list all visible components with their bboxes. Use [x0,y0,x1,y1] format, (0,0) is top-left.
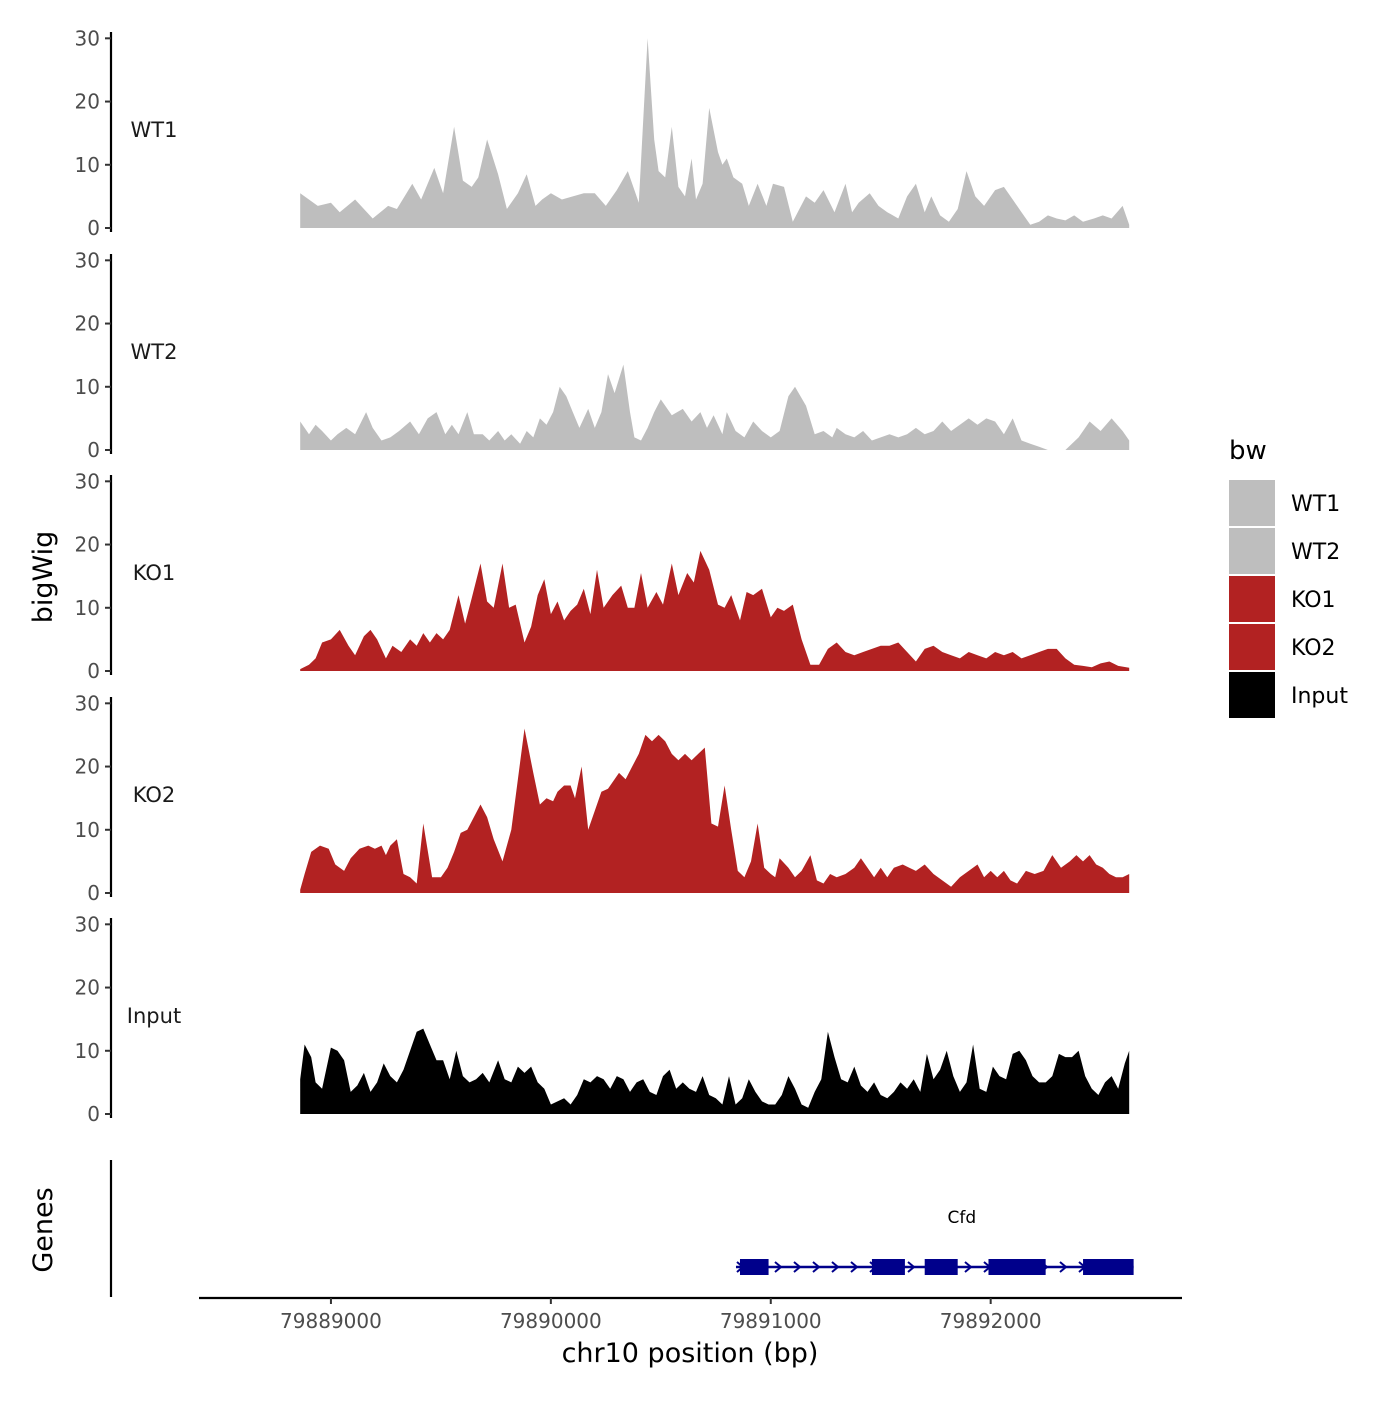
track-input: 0 10 20 30 Input [75,912,1130,1126]
track-label: KO2 [133,783,176,807]
y-tick-label: 30 [75,26,100,50]
genes-axis-title: Genes [28,1187,59,1272]
y-tick-label: 30 [75,912,100,936]
track-wt1: 0 10 20 30 WT1 [75,26,1130,240]
y-tick-label: 20 [75,976,100,1000]
y-tick-label: 20 [75,312,100,336]
legend-label: WT2 [1291,540,1340,565]
signal-area-input [300,1028,1130,1114]
strand-chevron [1059,1261,1068,1273]
y-tick-label: 10 [75,596,100,620]
strand-chevron [907,1261,916,1273]
y-tick-label: 20 [75,533,100,557]
y-tick-label: 0 [87,1102,100,1126]
y-tick-label: 0 [87,881,100,905]
legend-swatch [1229,528,1275,574]
tracks-layer: 0 10 20 30 WT1 0 10 20 30 WT2 0 10 20 30 KO1 0 10 20 30 KO2… [75,26,1130,1126]
legend-item-ko1: KO1 [1229,576,1336,622]
legend-label: WT1 [1291,492,1340,517]
strand-chevron [812,1261,821,1273]
y-tick-label: 30 [75,691,100,715]
legend-item-wt1: WT1 [1229,480,1340,526]
strand-chevron [774,1261,783,1273]
track-label: KO1 [133,561,176,585]
exon [988,1259,1046,1275]
track-ko1: 0 10 20 30 KO1 [75,469,1130,683]
legend-items: WT1 WT2 KO1 KO2 Input [1229,480,1348,718]
gene-name-label: Cfd [947,1208,976,1228]
signal-area-ko1 [300,550,1130,671]
signal-area-ko2 [300,728,1130,893]
legend-label: KO1 [1291,588,1336,613]
y-tick-label: 10 [75,153,100,177]
y-tick-label: 30 [75,248,100,272]
x-axis-title: chr10 position (bp) [562,1338,819,1369]
legend-swatch [1229,480,1275,526]
x-tick-label: 79890000 [500,1309,602,1333]
legend-swatch [1229,576,1275,622]
exon [739,1259,769,1275]
signal-area-wt1 [300,38,1130,228]
y-tick-label: 10 [75,1039,100,1063]
strand-chevron [793,1261,802,1273]
gene-cfd: Cfd [735,1208,1134,1275]
y-axis-title: bigWig [28,531,59,624]
y-tick-label: 20 [75,755,100,779]
x-tick-label: 79891000 [720,1309,822,1333]
legend-item-wt2: WT2 [1229,528,1340,574]
exon [871,1259,905,1275]
legend: bw WT1 WT2 KO1 KO2 Input [1229,436,1348,718]
strand-chevron [964,1261,973,1273]
legend-title: bw [1229,436,1267,466]
genes-layer: Cfd [109,1160,1134,1297]
legend-swatch [1229,624,1275,670]
x-tick-label: 79892000 [940,1309,1042,1333]
exon [1083,1259,1134,1275]
signal-area-wt2 [300,364,1130,450]
strand-chevron [850,1261,859,1273]
x-axis: 79889000 79890000 79891000 79892000 [199,1296,1182,1333]
legend-item-ko2: KO2 [1229,624,1336,670]
y-tick-label: 10 [75,375,100,399]
track-label: WT1 [131,118,178,142]
legend-label: Input [1291,684,1348,709]
track-wt2: 0 10 20 30 WT2 [75,248,1130,462]
legend-label: KO2 [1291,636,1336,661]
y-tick-label: 0 [87,216,100,240]
track-label: WT2 [131,340,178,364]
exon [924,1259,958,1275]
y-tick-label: 0 [87,438,100,462]
y-tick-label: 30 [75,469,100,493]
strand-chevron [831,1261,840,1273]
track-label: Input [127,1004,181,1028]
legend-item-input: Input [1229,672,1348,718]
y-tick-label: 0 [87,659,100,683]
y-tick-label: 20 [75,90,100,114]
track-ko2: 0 10 20 30 KO2 [75,691,1130,905]
y-tick-label: 10 [75,818,100,842]
x-tick-label: 79889000 [280,1309,382,1333]
legend-swatch [1229,672,1275,718]
